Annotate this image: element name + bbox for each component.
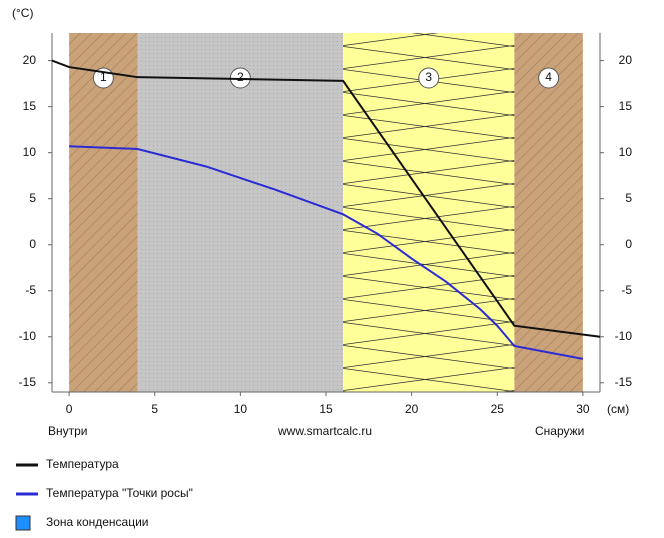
y2-tick-label: 15 [619,99,633,113]
layer-label: 1 [100,70,107,84]
y-tick-label: -5 [25,283,36,297]
y2-tick-label: -10 [615,329,633,343]
x-tick-label: 30 [576,402,590,416]
center-note: www.smartcalc.ru [277,424,372,438]
x-tick-label: 5 [151,402,158,416]
series-line [51,59,601,338]
y-tick-label: 15 [23,99,37,113]
left-note: Внутри [48,424,88,438]
layer-badge [418,67,440,89]
x-unit: (см) [607,402,629,416]
y-tick-label: -10 [19,329,37,343]
y-tick-label: 20 [23,53,37,67]
y2-tick-label: -5 [621,283,632,297]
y-tick-label: 0 [29,237,36,251]
layer-texture [137,33,344,392]
series-line [69,145,584,360]
layer-label: 2 [237,70,244,84]
y-tick-label: 5 [29,191,36,205]
y2-tick-label: 20 [619,53,633,67]
y-unit: (°C) [12,6,33,20]
layer-label: 3 [425,70,432,84]
layer-badge [538,67,560,89]
y2-tick-label: -15 [615,375,633,389]
y2-tick-label: 10 [619,145,633,159]
x-tick-label: 20 [405,402,419,416]
x-tick-label: 10 [234,402,248,416]
y-tick-label: -15 [19,375,37,389]
right-note: Снаружи [535,424,584,438]
x-tick-label: 0 [66,402,73,416]
legend-label: Температура "Точки росы" [46,486,193,500]
y-tick-label: 10 [23,145,37,159]
legend-label: Температура [46,457,119,471]
legend-label: Зона конденсации [46,515,149,529]
y2-tick-label: 0 [625,237,632,251]
layer-texture [69,33,138,392]
y2-tick-label: 5 [625,191,632,205]
x-tick-label: 15 [319,402,333,416]
layer-label: 4 [545,70,552,84]
legend-swatch [15,515,31,531]
layer-texture [343,33,515,392]
x-tick-label: 25 [491,402,505,416]
